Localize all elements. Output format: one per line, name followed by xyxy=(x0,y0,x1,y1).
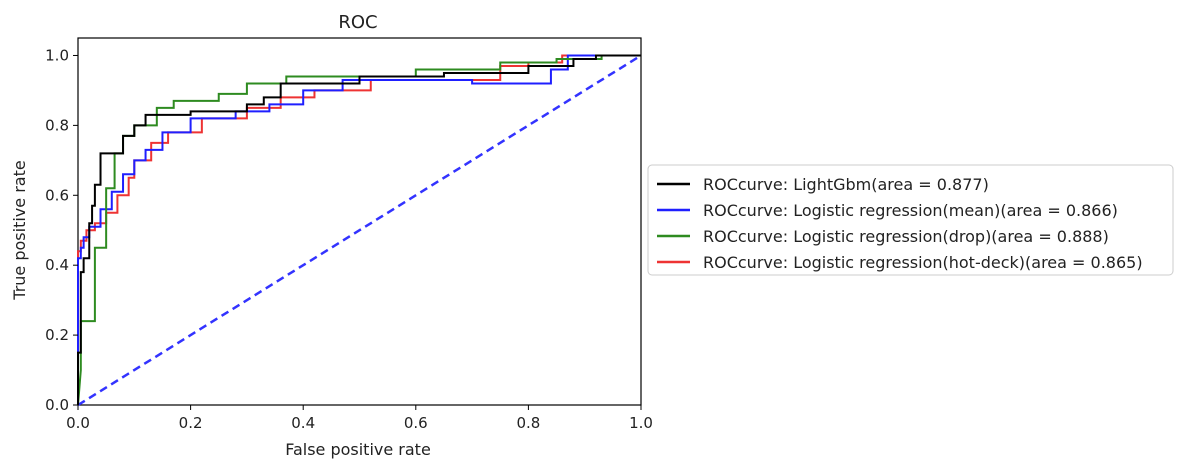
legend-label-0: ROCcurve: LightGbm(area = 0.877) xyxy=(703,175,989,194)
legend-items: ROCcurve: LightGbm(area = 0.877) ROCcurve… xyxy=(657,175,1143,272)
roc-series-line-3 xyxy=(77,54,641,405)
plot-frame xyxy=(77,37,642,406)
y-tick-label: 0.8 xyxy=(45,116,69,134)
legend-label-2: ROCcurve: Logistic regression(drop)(area… xyxy=(703,227,1109,246)
x-tick-label: 0.0 xyxy=(66,414,90,432)
x-axis-ticks: 0.0 0.2 0.4 0.6 0.8 1.0 xyxy=(66,405,653,432)
legend: ROCcurve: LightGbm(area = 0.877) ROCcurve… xyxy=(647,164,1174,276)
x-axis-label: False positive rate xyxy=(285,440,431,459)
x-tick-label: 0.8 xyxy=(516,414,540,432)
chart-title: ROC xyxy=(338,12,377,33)
reference-diagonal-line xyxy=(77,54,642,407)
roc-series-line-2 xyxy=(77,54,641,406)
roc-series-line-0 xyxy=(77,54,641,405)
y-tick-label: 0.2 xyxy=(45,326,69,344)
y-tick-label: 0.6 xyxy=(45,186,69,204)
legend-label-3: ROCcurve: Logistic regression(hot-deck)(… xyxy=(703,253,1143,272)
x-tick-label: 0.4 xyxy=(291,414,315,432)
y-tick-label: 0.4 xyxy=(45,256,69,274)
y-axis-ticks: 0.0 0.2 0.4 0.6 0.8 1.0 xyxy=(45,46,78,414)
x-tick-label: 0.2 xyxy=(179,414,203,432)
series-layer xyxy=(77,54,642,407)
y-tick-label: 0.0 xyxy=(45,396,69,414)
legend-frame xyxy=(647,164,1174,276)
y-tick-label: 1.0 xyxy=(45,46,69,64)
legend-label-1: ROCcurve: Logistic regression(mean)(area… xyxy=(703,201,1118,220)
x-tick-label: 1.0 xyxy=(629,414,653,432)
y-axis-label: True positive rate xyxy=(10,160,29,300)
x-tick-label: 0.6 xyxy=(404,414,428,432)
plot-area: 0.0 0.2 0.4 0.6 0.8 1.0 0.0 0.2 0.4 0.6 0.8 1.0 xyxy=(45,37,653,432)
